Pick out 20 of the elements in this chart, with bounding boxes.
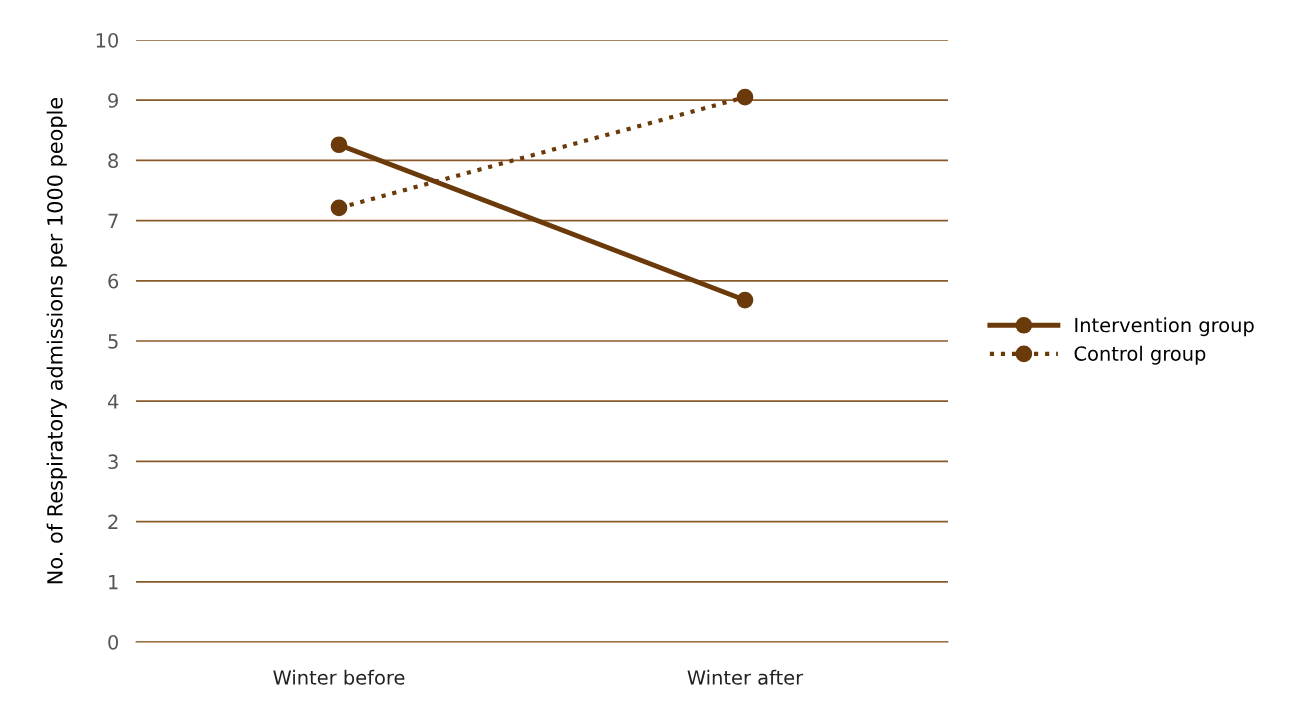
y-tick-label: 3 <box>108 454 118 470</box>
x-tick-label: Winter before <box>273 669 405 685</box>
x-tick-label: Winter after <box>687 669 804 685</box>
point <box>736 291 754 309</box>
y-tick-label: 1 <box>109 575 118 590</box>
legend-label: Control group <box>1074 345 1206 365</box>
legend-label: Intervention group <box>1075 317 1254 337</box>
y-tick-label: 8 <box>108 153 118 169</box>
point <box>330 136 348 154</box>
y-tick-label: 10 <box>96 32 119 48</box>
y-tick-label: 9 <box>108 93 118 108</box>
point <box>330 199 348 217</box>
y-tick-label: 2 <box>108 514 118 529</box>
y-tick-label: 6 <box>108 273 119 289</box>
y-tick-label: 4 <box>107 394 119 409</box>
y-tick-label: 7 <box>108 213 118 228</box>
y-tick-label: 0 <box>108 634 119 650</box>
y-tick-label: 5 <box>108 334 118 349</box>
y-axis-title: No. of Respiratory admissions per 1000 people <box>46 97 67 584</box>
point <box>736 88 754 106</box>
